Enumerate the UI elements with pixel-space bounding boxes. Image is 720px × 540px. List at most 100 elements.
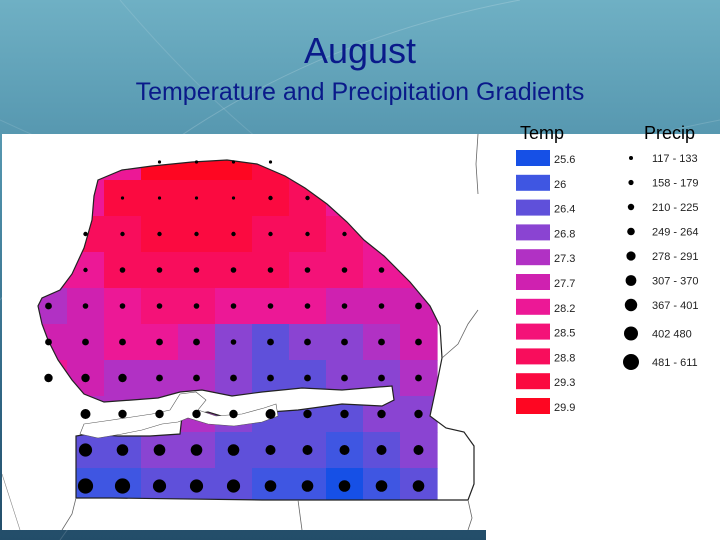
precip-dot bbox=[378, 303, 385, 309]
legend-precip-dot bbox=[627, 227, 635, 236]
legend-precip-dot bbox=[629, 156, 633, 160]
legend-temp-swatch bbox=[516, 249, 550, 266]
gambia-river-cutout bbox=[79, 391, 279, 439]
legend-temp-label: 28.2 bbox=[554, 303, 575, 315]
precip-dot bbox=[116, 444, 129, 456]
legend-precip-label: 158 - 179 bbox=[652, 178, 698, 190]
precip-dot bbox=[341, 374, 348, 382]
precip-dot bbox=[378, 374, 385, 382]
precip-dot bbox=[341, 338, 348, 346]
precip-dot bbox=[341, 267, 348, 273]
precip-dot bbox=[231, 196, 236, 200]
temp-cell bbox=[363, 216, 401, 253]
precip-dot bbox=[81, 373, 90, 383]
temp-cell bbox=[289, 160, 327, 181]
precip-dot bbox=[340, 409, 349, 419]
precip-dot bbox=[119, 338, 126, 346]
legend-temp-swatch bbox=[516, 348, 550, 365]
precip-dot bbox=[82, 338, 89, 346]
precip-dot bbox=[156, 338, 163, 346]
legend-precip-dot bbox=[628, 179, 634, 186]
precip-dot bbox=[114, 478, 131, 494]
legend-precip-header: Precip bbox=[644, 123, 696, 143]
precip-dot bbox=[194, 231, 199, 237]
legend-precip-label: 367 - 401 bbox=[652, 300, 698, 312]
precip-dot bbox=[226, 479, 241, 493]
legend-temp-label: 29.9 bbox=[554, 402, 575, 414]
legend-precip-dot bbox=[626, 251, 636, 261]
precip-dot bbox=[45, 302, 52, 310]
precip-dot bbox=[412, 480, 425, 492]
precip-dot bbox=[230, 374, 237, 382]
precip-dot bbox=[268, 195, 273, 201]
precip-dot bbox=[415, 302, 422, 310]
precip-dot bbox=[230, 303, 237, 309]
legend-temp-swatch bbox=[516, 398, 550, 414]
precip-dot bbox=[376, 445, 387, 455]
precip-dot bbox=[304, 338, 311, 346]
legend-temp-swatch bbox=[516, 150, 550, 166]
precip-dot bbox=[375, 480, 388, 492]
temp-cell bbox=[38, 160, 68, 181]
temp-cell bbox=[400, 180, 438, 217]
precip-dot bbox=[157, 231, 162, 237]
legend-temp-swatch bbox=[516, 274, 550, 290]
precip-dot bbox=[155, 409, 164, 419]
precip-dot bbox=[190, 444, 203, 456]
precip-dot bbox=[378, 267, 385, 273]
precip-dot bbox=[304, 267, 311, 273]
temp-cell bbox=[67, 160, 105, 181]
precip-dot bbox=[267, 338, 274, 346]
precip-dot bbox=[44, 373, 53, 383]
precip-dot bbox=[415, 374, 422, 382]
precip-dot bbox=[231, 160, 236, 164]
legend-precip-dot bbox=[625, 275, 637, 286]
precip-dot bbox=[82, 303, 89, 309]
temp-cell bbox=[363, 180, 401, 217]
temp-cell bbox=[215, 160, 253, 181]
legend-precip-label: 210 - 225 bbox=[652, 202, 698, 214]
precip-dot bbox=[194, 196, 199, 200]
precip-dot bbox=[156, 267, 163, 273]
temp-cell bbox=[38, 180, 68, 217]
temp-cell bbox=[38, 252, 68, 289]
legend-temp-swatch bbox=[516, 224, 550, 241]
temp-cell bbox=[178, 160, 216, 181]
temp-cell bbox=[400, 252, 438, 289]
temp-cell bbox=[38, 432, 68, 469]
precip-dot bbox=[265, 409, 276, 419]
precip-dot bbox=[157, 160, 162, 164]
legend-precip-label: 481 - 611 bbox=[652, 357, 698, 369]
legend-temp-label: 27.7 bbox=[554, 278, 575, 290]
precip-dot bbox=[268, 160, 273, 164]
legend-precip-dot bbox=[624, 326, 638, 341]
precip-dot bbox=[230, 339, 237, 345]
precip-dot bbox=[301, 480, 314, 492]
precip-dot bbox=[78, 443, 93, 457]
legend-precip-label: 307 - 370 bbox=[652, 276, 698, 288]
precip-dot bbox=[339, 445, 350, 455]
precip-dot bbox=[119, 267, 126, 273]
temp-cell bbox=[326, 160, 364, 181]
legend-temp-label: 27.3 bbox=[554, 253, 575, 265]
temp-cell bbox=[400, 216, 438, 253]
precip-dot bbox=[264, 480, 277, 492]
precip-dot bbox=[268, 231, 273, 237]
precip-dot bbox=[193, 374, 200, 382]
precip-dot bbox=[377, 409, 386, 419]
precip-dot bbox=[45, 338, 52, 346]
map-panel bbox=[2, 134, 486, 530]
precip-dot bbox=[120, 231, 125, 237]
legend-temp-label: 26.8 bbox=[554, 228, 575, 240]
precip-dot bbox=[267, 374, 274, 382]
legend-precip-dot bbox=[624, 298, 638, 312]
slide-title: August bbox=[303, 30, 417, 71]
precip-dot bbox=[83, 267, 88, 273]
choropleth-map bbox=[2, 134, 479, 530]
precip-dot bbox=[83, 231, 88, 237]
precip-dot bbox=[194, 160, 199, 164]
precip-dot bbox=[193, 267, 200, 273]
precip-dot bbox=[305, 231, 310, 237]
precip-dot bbox=[193, 338, 200, 346]
legend-temp-label: 28.8 bbox=[554, 352, 575, 364]
